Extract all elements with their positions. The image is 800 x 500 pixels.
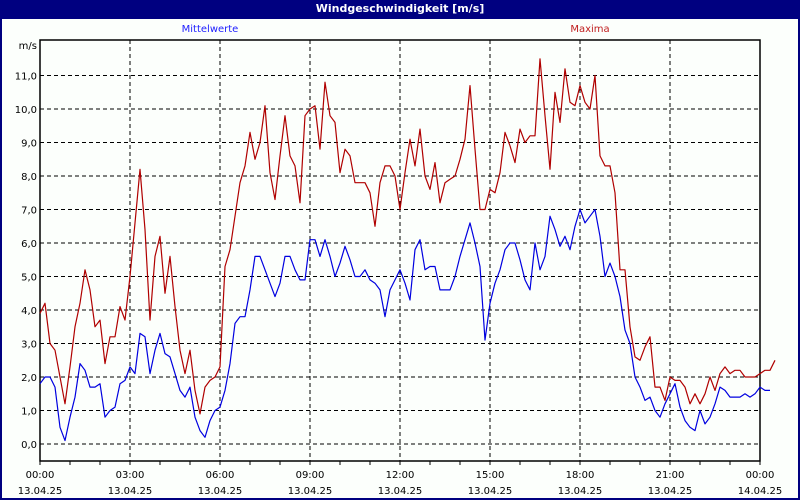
x-tick-time: 18:00 bbox=[566, 470, 595, 481]
legend-maxima: Maxima bbox=[570, 24, 610, 35]
x-tick-time: 15:00 bbox=[476, 470, 505, 481]
x-tick-time: 00:00 bbox=[746, 470, 775, 481]
x-tick-date: 13.04.25 bbox=[378, 486, 423, 497]
y-tick-label: 9,0 bbox=[21, 139, 37, 150]
y-axis-unit: m/s bbox=[19, 41, 37, 52]
y-tick-label: 3,0 bbox=[21, 340, 37, 351]
x-tick-time: 21:00 bbox=[656, 470, 685, 481]
y-tick-label: 2,0 bbox=[21, 373, 37, 384]
x-tick-time: 00:00 bbox=[26, 470, 55, 481]
series-line-mittelwerte bbox=[39, 208, 770, 442]
x-tick-date: 13.04.25 bbox=[558, 486, 603, 497]
y-tick-label: 1,0 bbox=[21, 407, 37, 418]
x-tick-date: 13.04.25 bbox=[648, 486, 693, 497]
x-tick-time: 09:00 bbox=[296, 470, 325, 481]
series-line-maxima bbox=[39, 58, 776, 415]
y-tick-label: 4,0 bbox=[21, 306, 37, 317]
y-tick-label: 7,0 bbox=[21, 206, 37, 217]
y-tick-label: 10,0 bbox=[15, 105, 37, 116]
x-tick-date: 13.04.25 bbox=[198, 486, 243, 497]
y-tick-label: 11,0 bbox=[15, 72, 37, 83]
y-tick-label: 5,0 bbox=[21, 273, 37, 284]
x-tick-date: 13.04.25 bbox=[468, 486, 513, 497]
legend-mittelwerte: Mittelwerte bbox=[181, 24, 239, 35]
y-tick-label: 6,0 bbox=[21, 239, 37, 250]
x-tick-date: 13.04.25 bbox=[288, 486, 333, 497]
x-tick-time: 06:00 bbox=[206, 470, 235, 481]
y-tick-label: 8,0 bbox=[21, 172, 37, 183]
x-tick-date: 13.04.25 bbox=[108, 486, 153, 497]
x-tick-time: 12:00 bbox=[386, 470, 415, 481]
plot-frame bbox=[39, 39, 761, 462]
y-tick-label: 0,0 bbox=[21, 440, 37, 451]
chart-title: Windgeschwindigkeit [m/s] bbox=[315, 2, 485, 15]
x-tick-time: 03:00 bbox=[116, 470, 145, 481]
x-tick-date: 14.04.25 bbox=[738, 486, 783, 497]
x-tick-date: 13.04.25 bbox=[18, 486, 63, 497]
